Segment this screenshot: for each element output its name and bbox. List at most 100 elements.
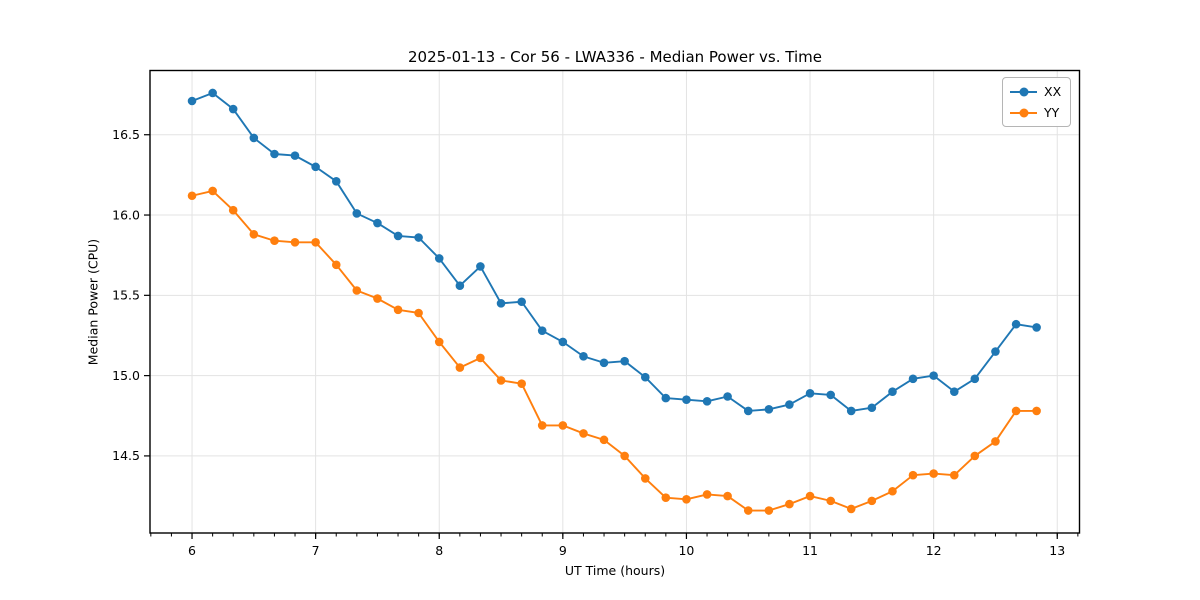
data-point-yy xyxy=(949,470,959,480)
y-tick-label: 14.5 xyxy=(112,448,140,463)
data-point-xx xyxy=(599,358,609,368)
legend-line-marker-icon xyxy=(1010,108,1037,118)
data-point-yy xyxy=(723,491,732,501)
y-tick-label: 16.0 xyxy=(112,207,140,222)
data-point-yy xyxy=(991,437,1000,446)
data-point-yy xyxy=(228,205,238,215)
data-point-yy xyxy=(1011,406,1021,416)
data-point-yy xyxy=(620,451,629,461)
data-point-yy xyxy=(331,260,341,270)
data-point-yy xyxy=(661,493,671,502)
data-point-yy xyxy=(208,186,217,196)
data-point-yy xyxy=(249,230,259,239)
legend-label: XX xyxy=(1044,84,1062,99)
data-point-yy xyxy=(579,429,588,438)
data-point-yy xyxy=(537,421,547,430)
data-point-yy xyxy=(640,474,650,483)
x-tick-label: 7 xyxy=(312,543,320,558)
legend-marker-dot xyxy=(1019,108,1028,117)
data-point-yy xyxy=(702,490,712,499)
data-point-yy xyxy=(558,421,568,430)
y-tick-label: 15.0 xyxy=(112,368,140,383)
data-point-yy xyxy=(785,499,794,509)
data-point-xx xyxy=(434,254,444,263)
data-point-xx xyxy=(867,403,877,413)
data-point-yy xyxy=(311,238,320,247)
x-tick-label: 11 xyxy=(802,543,818,558)
data-point-xx xyxy=(640,372,650,382)
data-point-xx xyxy=(785,400,794,409)
data-point-xx xyxy=(496,299,506,308)
data-point-xx xyxy=(476,262,485,271)
x-tick-label: 13 xyxy=(1049,543,1065,558)
data-point-yy xyxy=(599,435,609,445)
data-point-xx xyxy=(991,347,1000,356)
data-point-yy xyxy=(682,494,691,504)
data-point-xx xyxy=(414,233,423,242)
data-point-yy xyxy=(373,294,382,303)
data-point-yy xyxy=(826,496,835,506)
data-point-xx xyxy=(908,374,918,384)
x-tick-label: 9 xyxy=(559,543,567,558)
data-point-xx xyxy=(579,352,588,361)
data-point-yy xyxy=(743,506,753,515)
y-axis-label: Median Power (CPU) xyxy=(85,238,101,366)
y-tick-label: 15.5 xyxy=(112,288,140,303)
series-line-yy xyxy=(191,189,1037,512)
data-point-yy xyxy=(764,506,774,515)
data-point-yy xyxy=(496,376,506,385)
data-point-yy xyxy=(455,363,465,372)
data-point-yy xyxy=(393,305,403,315)
data-point-xx xyxy=(702,397,712,406)
data-point-xx xyxy=(723,392,732,401)
data-point-yy xyxy=(908,470,918,480)
data-point-xx xyxy=(208,88,217,98)
data-point-yy xyxy=(846,504,856,514)
data-point-yy xyxy=(1032,406,1041,416)
data-point-xx xyxy=(805,388,815,398)
data-point-xx xyxy=(373,218,382,228)
data-point-xx xyxy=(187,96,197,106)
data-point-yy xyxy=(187,191,197,201)
x-axis-label: UT Time (hours) xyxy=(564,563,666,578)
data-point-yy xyxy=(970,451,980,461)
data-point-xx xyxy=(311,162,320,172)
data-point-xx xyxy=(764,405,774,414)
data-point-xx xyxy=(558,337,568,347)
data-point-xx xyxy=(661,393,671,403)
data-point-xx xyxy=(331,177,341,186)
data-point-xx xyxy=(517,297,526,307)
data-point-xx xyxy=(970,374,980,384)
data-point-yy xyxy=(434,337,444,347)
legend: XX YY xyxy=(1002,77,1072,127)
data-point-yy xyxy=(929,469,938,478)
data-point-xx xyxy=(929,371,938,380)
chart-title: 2025-01-13 - Cor 56 - LWA336 - Median Po… xyxy=(408,48,822,66)
series-line-xx xyxy=(191,92,1037,412)
data-point-xx xyxy=(1011,319,1021,329)
data-point-yy xyxy=(270,236,279,246)
x-tick-label: 12 xyxy=(926,543,942,558)
data-point-yy xyxy=(805,491,815,501)
data-point-xx xyxy=(352,209,362,218)
data-point-xx xyxy=(888,387,897,396)
legend-marker-dot xyxy=(1019,87,1028,96)
data-point-xx xyxy=(270,149,279,159)
data-point-yy xyxy=(352,286,362,295)
data-point-yy xyxy=(290,238,300,247)
y-tick-label: 16.5 xyxy=(112,127,140,142)
data-point-xx xyxy=(826,390,835,400)
legend-line-marker-icon xyxy=(1010,87,1037,97)
data-point-xx xyxy=(743,406,753,416)
data-point-yy xyxy=(476,353,485,363)
data-point-xx xyxy=(228,104,238,114)
data-point-xx xyxy=(846,406,856,416)
data-point-xx xyxy=(949,387,959,396)
data-point-yy xyxy=(867,496,877,506)
x-tick-label: 8 xyxy=(435,543,443,558)
data-point-xx xyxy=(620,356,629,366)
data-point-xx xyxy=(682,395,691,405)
data-point-yy xyxy=(414,308,423,318)
data-point-xx xyxy=(455,281,465,290)
